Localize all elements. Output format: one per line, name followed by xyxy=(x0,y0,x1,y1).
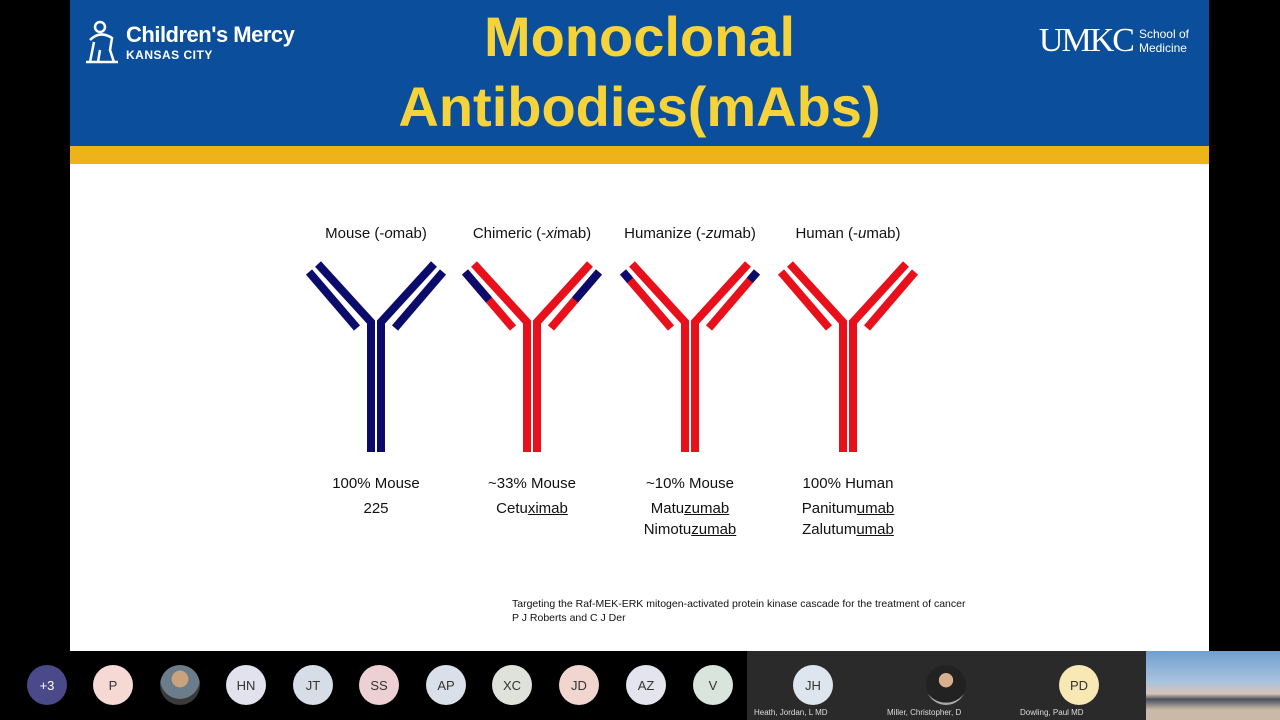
light-chain-right xyxy=(391,269,447,331)
participant-avatar: JH xyxy=(793,665,833,705)
heavy-chain-left xyxy=(315,261,375,452)
example-drug: Cetuximab xyxy=(496,500,568,517)
mouse-variable-region xyxy=(746,269,761,284)
slide-title: Monoclonal Antibodies(mAbs) xyxy=(398,5,881,138)
heavy-chain-left xyxy=(787,261,847,452)
mouse-variable-region xyxy=(461,269,493,303)
antibody-type-label: Chimeric (-ximab) xyxy=(472,225,592,242)
participant-avatar[interactable]: +3 xyxy=(27,665,67,705)
participant-avatar[interactable]: AP xyxy=(426,665,466,705)
mouse-variable-region xyxy=(571,269,603,303)
antibody-type-label: Mouse (-omab) xyxy=(325,225,427,242)
example-drug: 225 xyxy=(363,500,389,517)
mouse-percent: 100% Human xyxy=(802,475,894,492)
participant-avatar: PD xyxy=(1059,665,1099,705)
heavy-chain-right xyxy=(691,261,751,452)
participant-avatar xyxy=(926,665,966,705)
participant-avatar[interactable]: XC xyxy=(492,665,532,705)
example-drug: Matuzumab xyxy=(650,500,730,517)
antibody-diagram xyxy=(305,261,919,452)
example-drug: Panitumumab xyxy=(801,500,895,517)
heavy-chain-left xyxy=(471,261,531,452)
antibody-type-label: Humanize (-zumab) xyxy=(624,225,756,242)
antibody-info: ~10% Mouse Matuzumab Nimotuzumab xyxy=(644,473,737,540)
antibody-info: 100% Mouse 225 xyxy=(332,473,420,519)
participant-name: Heath, Jordan, L MD xyxy=(754,708,828,717)
antibody-type-label: Human (-umab) xyxy=(795,225,901,242)
participant-avatar[interactable]: AZ xyxy=(626,665,666,705)
gold-stripe xyxy=(70,146,1209,164)
mouse-percent: 100% Mouse xyxy=(332,475,420,492)
childrens-mercy-icon xyxy=(86,20,118,64)
participant-tile[interactable]: PD Dowling, Paul MD xyxy=(1013,651,1146,720)
heavy-chain-left xyxy=(629,261,689,452)
umkc-logo: UMKC School of Medicine xyxy=(1038,22,1189,59)
participant-tile[interactable]: Miller, Christopher, D xyxy=(880,651,1013,720)
participant-avatar[interactable]: P xyxy=(93,665,133,705)
mouse-percent: ~33% Mouse xyxy=(488,475,576,492)
light-chain-left xyxy=(619,269,675,331)
participant-avatar[interactable] xyxy=(160,665,200,705)
mouse-variable-region xyxy=(619,269,634,284)
participant-avatar[interactable]: V xyxy=(693,665,733,705)
participant-video[interactable] xyxy=(1146,651,1280,720)
light-chain-right xyxy=(863,269,919,331)
light-chain-left xyxy=(777,269,833,331)
light-chain-right xyxy=(705,269,761,331)
participant-avatar[interactable]: HN xyxy=(226,665,266,705)
example-drug: Zalutumumab xyxy=(802,521,894,538)
heavy-chain-right xyxy=(377,261,437,452)
example-drug: Nimotuzumab xyxy=(643,521,737,538)
mouse-percent: ~10% Mouse xyxy=(646,475,734,492)
participant-name: Dowling, Paul MD xyxy=(1020,708,1084,717)
antibody-info: ~33% Mouse Cetuximab xyxy=(488,473,576,519)
antibody-info: 100% Human Panitumumab Zalutumumab xyxy=(802,473,895,540)
participant-avatar[interactable]: SS xyxy=(359,665,399,705)
citation: Targeting the Raf-MEK-ERK mitogen-activa… xyxy=(512,598,966,624)
slide: Children's Mercy KANSAS CITY Monoclonal … xyxy=(70,0,1209,651)
heavy-chain-right xyxy=(849,261,909,452)
slide-header: Children's Mercy KANSAS CITY Monoclonal … xyxy=(70,0,1209,146)
light-chain-left xyxy=(305,269,361,331)
participant-name: Miller, Christopher, D xyxy=(887,708,962,717)
participant-avatar[interactable]: JD xyxy=(559,665,599,705)
heavy-chain-right xyxy=(533,261,593,452)
participant-avatar[interactable]: JT xyxy=(293,665,333,705)
participant-tile[interactable]: JH Heath, Jordan, L MD xyxy=(747,651,880,720)
childrens-mercy-logo: Children's Mercy KANSAS CITY xyxy=(84,20,295,64)
